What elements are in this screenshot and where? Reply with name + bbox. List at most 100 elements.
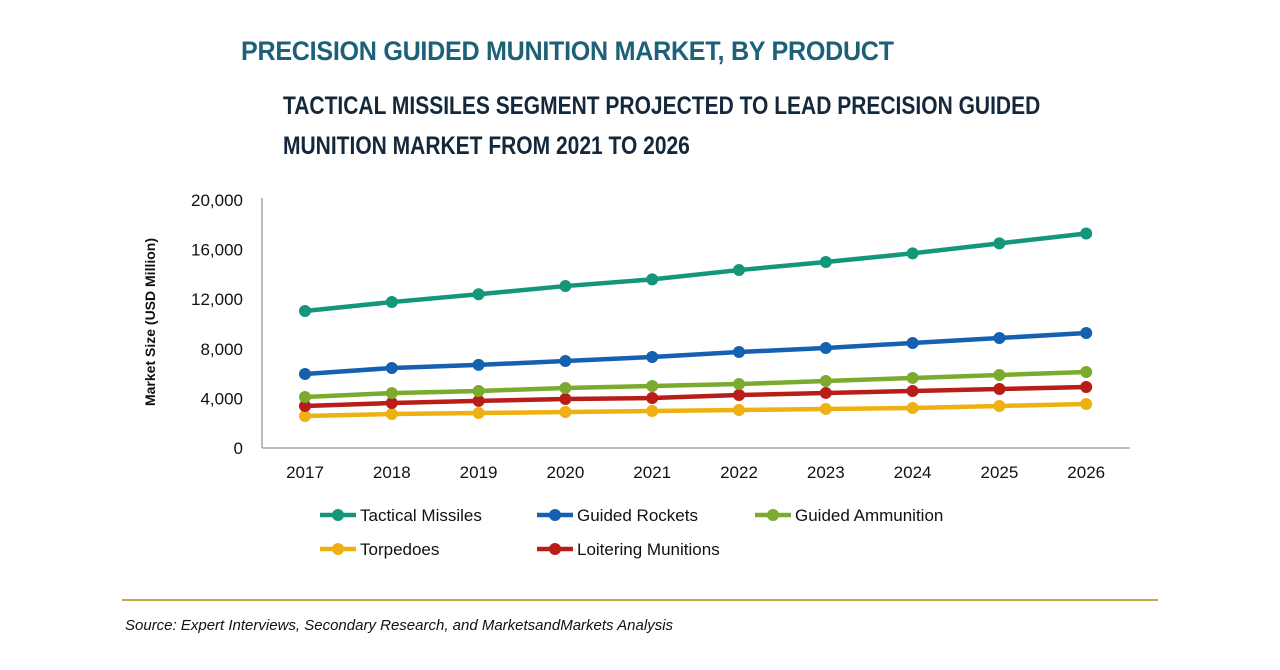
legend-marker (549, 543, 561, 555)
series-tactical-missiles (299, 227, 1093, 317)
series-line (304, 401, 1087, 419)
legend-item: Tactical Missiles (320, 506, 482, 525)
legend-marker (549, 509, 561, 521)
x-tick-label: 2022 (720, 463, 758, 482)
legend-label: Guided Rockets (577, 506, 698, 525)
legend-marker (332, 509, 344, 521)
data-point (993, 399, 1006, 412)
data-point (472, 358, 485, 371)
y-tick-label: 4,000 (200, 389, 243, 408)
data-point (559, 280, 572, 293)
data-point (472, 407, 485, 420)
data-point (993, 368, 1006, 381)
series-loitering-munitions (299, 380, 1093, 412)
legend-label: Torpedoes (360, 540, 439, 559)
series-guided-rockets (299, 327, 1093, 380)
source-divider (122, 599, 1158, 601)
legend-item: Guided Ammunition (755, 506, 943, 525)
series-line (304, 231, 1087, 314)
legend-item: Guided Rockets (537, 506, 698, 525)
data-point (819, 256, 832, 268)
data-point (472, 394, 485, 407)
data-point (733, 378, 745, 391)
x-tick-label: 2023 (807, 463, 845, 482)
data-point (646, 405, 659, 418)
source-note: Source: Expert Interviews, Secondary Res… (125, 617, 674, 634)
data-point (906, 247, 919, 260)
legend-label: Loitering Munitions (577, 540, 720, 559)
chart-title: PRECISION GUIDED MUNITION MARKET, BY PRO… (241, 36, 894, 66)
x-tick-label: 2025 (980, 463, 1018, 482)
data-point (819, 342, 832, 355)
y-tick-label: 16,000 (191, 241, 243, 260)
y-axis-label: Market Size (USD Million) (142, 238, 158, 406)
x-tick-label: 2017 (286, 463, 324, 482)
data-point (559, 393, 572, 406)
y-tick-label: 8,000 (200, 340, 243, 359)
data-point (385, 296, 398, 309)
legend-label: Guided Ammunition (795, 506, 943, 525)
legend-item: Loitering Munitions (537, 540, 720, 559)
data-point (646, 350, 659, 363)
data-point (733, 404, 745, 417)
x-tick-label: 2020 (546, 463, 584, 482)
data-point (733, 264, 745, 277)
data-point (993, 332, 1006, 345)
series-guided-ammunition (299, 365, 1093, 404)
data-point (993, 237, 1006, 250)
x-tick-label: 2021 (633, 463, 671, 482)
legend-item: Torpedoes (320, 540, 439, 559)
y-tick-label: 20,000 (191, 191, 243, 210)
data-point (299, 391, 311, 404)
data-point (385, 408, 398, 421)
data-point (1080, 327, 1093, 340)
y-tick-label: 12,000 (191, 290, 243, 309)
data-point (385, 396, 398, 409)
data-point (993, 382, 1006, 395)
legend-label: Tactical Missiles (360, 506, 482, 525)
data-point (906, 384, 919, 397)
data-point (559, 381, 572, 394)
chart-subtitle: TACTICAL MISSILES SEGMENT PROJECTED TO L… (283, 86, 1040, 166)
series-group (299, 227, 1093, 423)
data-point (472, 384, 485, 397)
data-point (1080, 227, 1093, 240)
data-point (819, 375, 832, 388)
data-point (385, 387, 398, 400)
data-point (906, 371, 919, 384)
data-point (299, 410, 311, 423)
x-tick-label: 2018 (373, 463, 411, 482)
series-line (304, 384, 1087, 409)
data-point (1080, 365, 1093, 378)
data-point (299, 367, 311, 380)
x-tick-label: 2019 (460, 463, 498, 482)
data-point (299, 399, 311, 412)
subtitle-line-2: MUNITION MARKET FROM 2021 TO 2026 (283, 132, 690, 160)
data-point (385, 362, 398, 375)
x-tick-label: 2024 (894, 463, 932, 482)
data-point (559, 354, 572, 367)
data-point (646, 392, 659, 405)
data-point (819, 402, 832, 415)
series-line (304, 330, 1087, 377)
legend-marker (767, 509, 779, 521)
series-torpedoes (299, 397, 1093, 423)
data-point (1080, 380, 1093, 393)
subtitle-line-1: TACTICAL MISSILES SEGMENT PROJECTED TO L… (283, 92, 1041, 120)
legend-marker (332, 543, 344, 555)
data-point (472, 288, 485, 301)
series-line (304, 369, 1087, 400)
data-point (646, 273, 659, 286)
y-tick-label: 0 (234, 439, 243, 458)
x-tick-label: 2026 (1067, 463, 1105, 482)
data-point (299, 304, 311, 317)
data-point (559, 406, 572, 419)
data-point (819, 386, 832, 399)
axes: 0 4,000 8,000 12,000 16,000 20,000 2017 2018 201… (142, 191, 1130, 482)
data-point (646, 380, 659, 392)
legend: Tactical Missiles Guided Rockets Guided Am… (320, 506, 943, 559)
data-point (733, 389, 745, 402)
data-point (906, 401, 919, 414)
data-point (733, 346, 745, 359)
